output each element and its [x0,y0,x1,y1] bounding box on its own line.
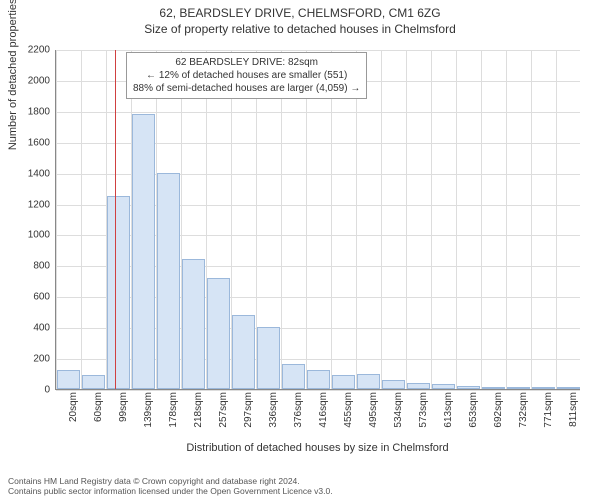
xtick-label: 376sqm [293,392,304,442]
xtick-label: 297sqm [243,392,254,442]
gridline-v [481,50,482,389]
xtick-label: 218sqm [193,392,204,442]
ytick-label: 1200 [15,199,50,210]
histogram-bar [332,375,355,389]
gridline-h [56,112,580,113]
plot-area: 62 BEARDSLEY DRIVE: 82sqm ← 12% of detac… [55,50,580,390]
gridline-h [56,50,580,51]
histogram-bar [357,374,380,389]
footer-line-1: Contains HM Land Registry data © Crown c… [8,476,333,486]
gridline-h [56,390,580,391]
xtick-label: 257sqm [218,392,229,442]
histogram-bar [482,387,505,389]
histogram-bar [232,315,255,389]
histogram-bar [407,383,430,389]
marker-line [115,50,116,389]
gridline-v [81,50,82,389]
histogram-bar [557,387,580,389]
histogram-bar [257,327,280,389]
ytick-label: 2200 [15,45,50,56]
chart-title-area: 62, BEARDSLEY DRIVE, CHELMSFORD, CM1 6ZG… [0,0,600,36]
ytick-label: 1000 [15,230,50,241]
gridline-v [406,50,407,389]
histogram-bar [432,384,455,389]
histogram-bar [507,387,530,389]
annotation-box: 62 BEARDSLEY DRIVE: 82sqm ← 12% of detac… [126,52,367,99]
ytick-label: 400 [15,323,50,334]
histogram-bar [57,370,80,389]
xtick-label: 416sqm [318,392,329,442]
xtick-label: 811sqm [568,392,579,442]
xtick-label: 771sqm [543,392,554,442]
title-line2: Size of property relative to detached ho… [0,22,600,36]
xtick-label: 139sqm [143,392,154,442]
gridline-v [456,50,457,389]
gridline-v [356,50,357,389]
histogram-bar [207,278,230,389]
histogram-bar [382,380,405,389]
annotation-line-1: ← 12% of detached houses are smaller (55… [133,69,360,82]
histogram-bar [532,387,555,389]
ytick-label: 200 [15,354,50,365]
chart-area: Number of detached properties 62 BEARDSL… [55,50,580,420]
histogram-bar [132,114,155,389]
title-line1: 62, BEARDSLEY DRIVE, CHELMSFORD, CM1 6ZG [0,6,600,20]
ytick-label: 1800 [15,106,50,117]
annotation-line-2: 88% of semi-detached houses are larger (… [133,82,360,95]
xtick-label: 60sqm [93,392,104,442]
xtick-label: 613sqm [443,392,454,442]
histogram-bar [307,370,330,389]
histogram-bar [107,196,130,389]
footer: Contains HM Land Registry data © Crown c… [8,476,333,496]
xtick-label: 20sqm [68,392,79,442]
ytick-label: 600 [15,292,50,303]
ytick-label: 0 [15,385,50,396]
histogram-bar [457,386,480,389]
xtick-label: 336sqm [268,392,279,442]
gridline-v [556,50,557,389]
histogram-bar [182,259,205,389]
histogram-bar [157,173,180,389]
ytick-label: 1400 [15,168,50,179]
xtick-label: 455sqm [343,392,354,442]
xtick-label: 732sqm [518,392,529,442]
gridline-v [381,50,382,389]
gridline-v [281,50,282,389]
gridline-v [431,50,432,389]
ytick-label: 2000 [15,75,50,86]
xtick-label: 692sqm [493,392,504,442]
footer-line-2: Contains public sector information licen… [8,486,333,496]
histogram-bar [82,375,105,389]
ytick-label: 1600 [15,137,50,148]
xtick-label: 534sqm [393,392,404,442]
histogram-bar [282,364,305,389]
ytick-label: 800 [15,261,50,272]
gridline-v [331,50,332,389]
xtick-label: 99sqm [118,392,129,442]
xtick-label: 653sqm [468,392,479,442]
gridline-v [306,50,307,389]
gridline-v [56,50,57,389]
xtick-label: 573sqm [418,392,429,442]
annotation-line-0: 62 BEARDSLEY DRIVE: 82sqm [133,56,360,69]
gridline-v [531,50,532,389]
xtick-label: 178sqm [168,392,179,442]
gridline-v [506,50,507,389]
xtick-label: 495sqm [368,392,379,442]
